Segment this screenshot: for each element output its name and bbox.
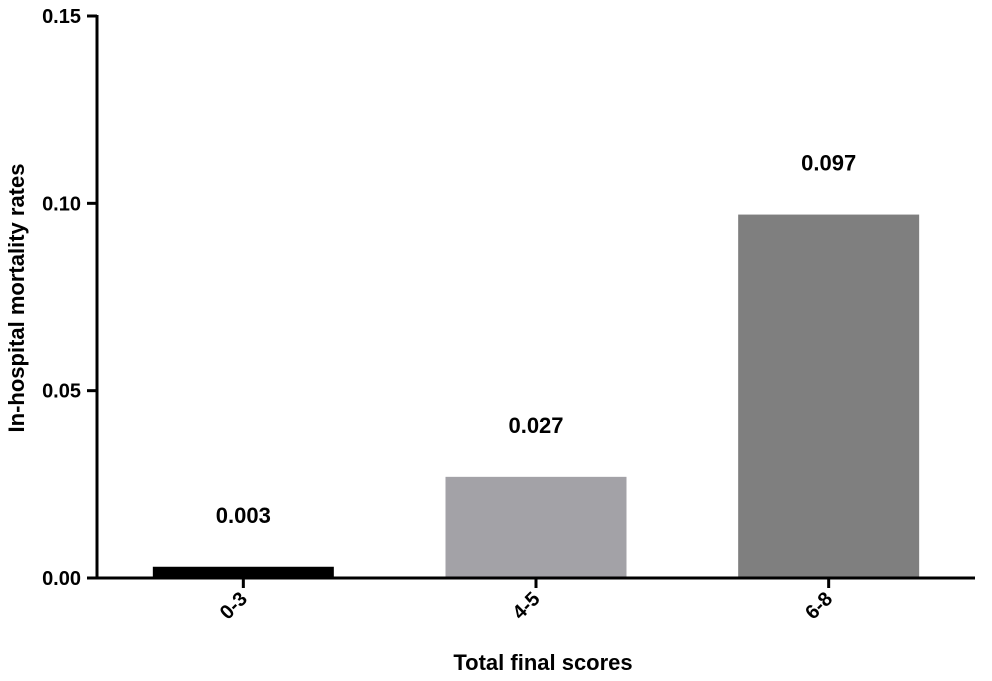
bar-0-3 <box>152 566 334 578</box>
y-tick-label: 0.00 <box>42 568 81 590</box>
data-label: 0.027 <box>508 413 563 438</box>
x-tick-label: 0-3 <box>216 588 252 624</box>
bars-group <box>152 214 920 578</box>
data-label: 0.097 <box>801 151 856 176</box>
y-tick-label: 0.10 <box>42 193 81 215</box>
data-labels-group: 0.003 0.027 0.097 <box>216 151 856 528</box>
x-ticks-group: 0-3 4-5 6-8 <box>216 578 837 624</box>
y-tick-label: 0.05 <box>42 381 81 403</box>
x-tick-label: 6-8 <box>801 588 837 624</box>
x-tick-label: 4-5 <box>509 588 545 624</box>
y-ticks-group: 0.00 0.05 0.10 0.15 <box>42 6 97 590</box>
bar-4-5 <box>445 476 627 578</box>
x-axis-title: Total final scores <box>453 650 632 675</box>
y-tick-label: 0.15 <box>42 6 81 28</box>
data-label: 0.003 <box>216 503 271 528</box>
bar-6-8 <box>738 214 920 578</box>
y-axis-title: In-hospital mortality rates <box>4 164 29 433</box>
